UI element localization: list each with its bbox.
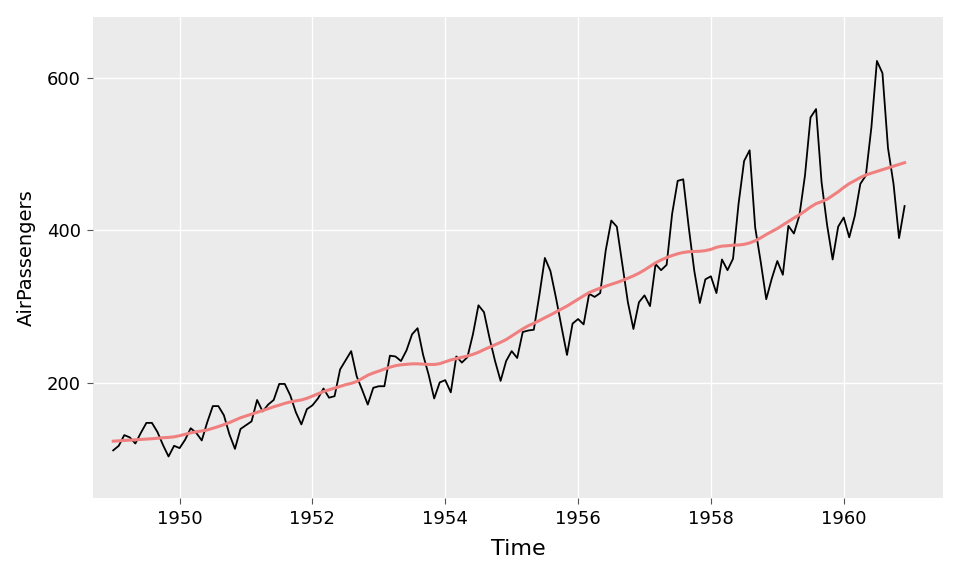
Y-axis label: AirPassengers: AirPassengers xyxy=(16,189,36,325)
X-axis label: Time: Time xyxy=(491,539,545,559)
